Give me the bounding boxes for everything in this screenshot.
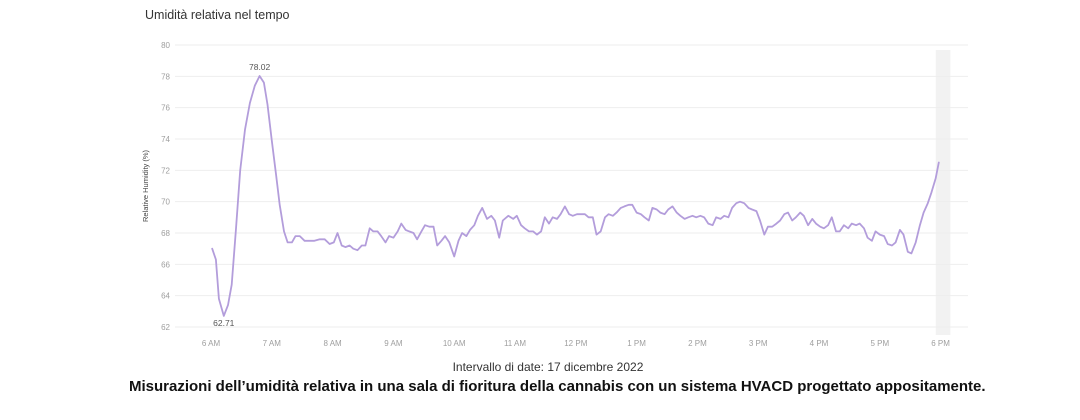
gridlines [175, 44, 968, 328]
y-tick-label: 64 [161, 292, 170, 301]
y-tick-label: 68 [161, 229, 170, 238]
x-axis-ticks: 6 AM 7 AM 8 AM 9 AM 10 AM 11 AM 12 PM 1 PM 2 PM 3… [202, 339, 950, 348]
x-tick-label: 6 PM [931, 339, 950, 348]
x-tick-label: 8 AM [323, 339, 342, 348]
x-tick-label: 4 PM [810, 339, 829, 348]
highlight-band [935, 50, 951, 335]
humidity-line [211, 75, 940, 317]
x-tick-label: 2 PM [688, 339, 707, 348]
x-tick-label: 7 AM [263, 339, 282, 348]
y-axis-ticks: 62 64 66 68 70 72 74 76 78 80 [161, 41, 170, 332]
chart-title: Umidità relativa nel tempo [145, 8, 290, 22]
annotations: 78.02 62.71 [213, 62, 270, 328]
x-tick-label: 9 AM [384, 339, 403, 348]
x-tick-label: 10 AM [443, 339, 466, 348]
y-axis-label: Relative Humidity (%) [141, 149, 150, 222]
x-tick-label: 3 PM [749, 339, 768, 348]
y-tick-label: 72 [161, 166, 170, 175]
x-tick-label: 11 AM [504, 339, 526, 348]
y-tick-label: 74 [161, 135, 170, 144]
figure-caption: Misurazioni dell’umidità relativa in una… [129, 378, 986, 395]
min-value-label: 62.71 [213, 318, 235, 328]
y-tick-label: 62 [161, 323, 170, 332]
y-tick-label: 76 [161, 104, 170, 113]
highlight-band-rect [935, 50, 951, 335]
chart-plot-area: 62 64 66 68 70 72 74 76 78 80 6 AM 7 AM 8 AM 9 AM 10 … [141, 41, 968, 348]
y-tick-label: 78 [161, 72, 170, 81]
x-tick-label: 6 AM [202, 339, 221, 348]
y-tick-label: 70 [161, 198, 170, 207]
max-value-label: 78.02 [249, 62, 271, 72]
x-tick-label: 12 PM [564, 339, 587, 348]
x-tick-label: 1 PM [627, 339, 646, 348]
x-tick-label: 5 PM [870, 339, 889, 348]
y-tick-label: 66 [161, 260, 170, 269]
date-range-label: Intervallo di date: 17 dicembre 2022 [452, 360, 644, 374]
y-tick-label: 80 [161, 41, 170, 50]
